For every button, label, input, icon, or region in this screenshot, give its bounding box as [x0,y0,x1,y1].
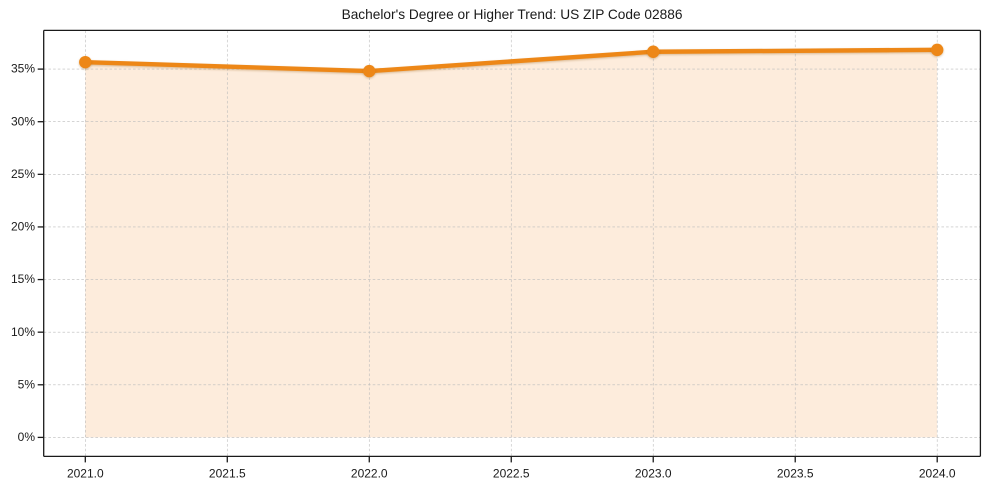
svg-text:25%: 25% [11,167,35,181]
svg-text:10%: 10% [11,325,35,339]
svg-text:2024.0: 2024.0 [919,467,956,481]
svg-text:5%: 5% [18,377,36,391]
svg-text:2021.0: 2021.0 [67,467,104,481]
svg-text:35%: 35% [11,62,35,76]
svg-text:2022.0: 2022.0 [351,467,388,481]
svg-text:15%: 15% [11,272,35,286]
svg-text:2023.5: 2023.5 [777,467,814,481]
svg-text:0%: 0% [18,430,36,444]
svg-text:30%: 30% [11,114,35,128]
svg-text:20%: 20% [11,220,35,234]
svg-text:2022.5: 2022.5 [493,467,530,481]
svg-text:2021.5: 2021.5 [209,467,246,481]
svg-text:2023.0: 2023.0 [635,467,672,481]
